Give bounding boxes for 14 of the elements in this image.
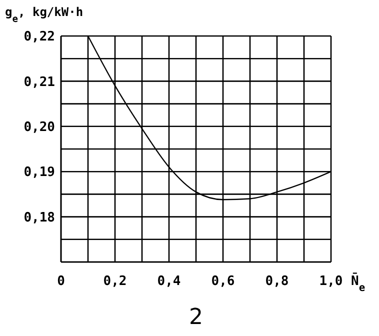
x-tick-label: 0,6 xyxy=(211,274,235,289)
x-axis-title: N̄$_{e}$ xyxy=(351,272,366,294)
y-tick-label: 0,22 xyxy=(24,30,55,45)
y-tick-label: 0,19 xyxy=(24,165,55,180)
text: 2 xyxy=(189,305,203,330)
y-tick-label: 0,21 xyxy=(24,74,56,90)
y-axis-title: g$_{e}$, kg/kW·h xyxy=(5,5,84,24)
x-tick-label: 0,4 xyxy=(157,274,181,289)
x-tick-label: 0 xyxy=(57,274,66,289)
x-tick-label: 0,8 xyxy=(265,274,289,289)
x-tick-label: 0,2 xyxy=(103,274,127,289)
x-tick-label: 1,0 xyxy=(319,274,343,289)
y-tick-label: 0,20 xyxy=(24,120,56,135)
y-tick-label: 0,18 xyxy=(24,210,56,226)
